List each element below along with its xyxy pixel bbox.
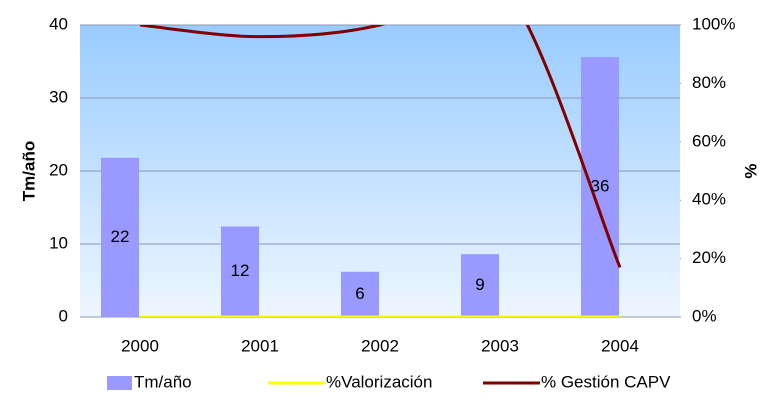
bar: [221, 226, 259, 317]
x-tick-label: 2004: [601, 336, 639, 355]
x-tick-label: 2003: [481, 336, 519, 355]
y2-tick-label: 80%: [692, 73, 726, 92]
x-tick-label: 2000: [121, 336, 159, 355]
legend-label: Tm/año: [134, 372, 192, 391]
bar: [341, 271, 379, 317]
value-label: 9: [475, 275, 484, 294]
y2-tick-label: 60%: [692, 131, 726, 150]
value-label: 6: [355, 284, 364, 303]
value-label: 36: [591, 177, 610, 196]
legend-label: % Gestión CAPV: [541, 372, 671, 391]
y-tick-label: 0: [59, 306, 68, 325]
y2-tick-label: 100%: [692, 14, 735, 33]
x-tick-label: 2002: [361, 336, 399, 355]
y-tick-label: 40: [49, 14, 68, 33]
value-label: 12: [231, 261, 250, 280]
y-tick-label: 30: [49, 87, 68, 106]
y2-tick-label: 20%: [692, 248, 726, 267]
y2-tick-label: 0%: [692, 306, 717, 325]
plot-clip: [101, 25, 622, 317]
bar: [461, 254, 499, 317]
bar: [101, 157, 139, 317]
y-tick-label: 20: [49, 160, 68, 179]
value-label: 22: [111, 227, 130, 246]
y-axis-label: Tm/año: [19, 141, 38, 201]
line-series: [139, 25, 622, 268]
legend-swatch: [107, 376, 132, 390]
legend-label: %Valorización: [326, 372, 432, 391]
bar: [581, 57, 619, 317]
x-tick-label: 2001: [241, 336, 279, 355]
y2-tick-label: 40%: [692, 190, 726, 209]
y-tick-label: 10: [49, 233, 68, 252]
y2-axis-label: %: [741, 163, 760, 178]
